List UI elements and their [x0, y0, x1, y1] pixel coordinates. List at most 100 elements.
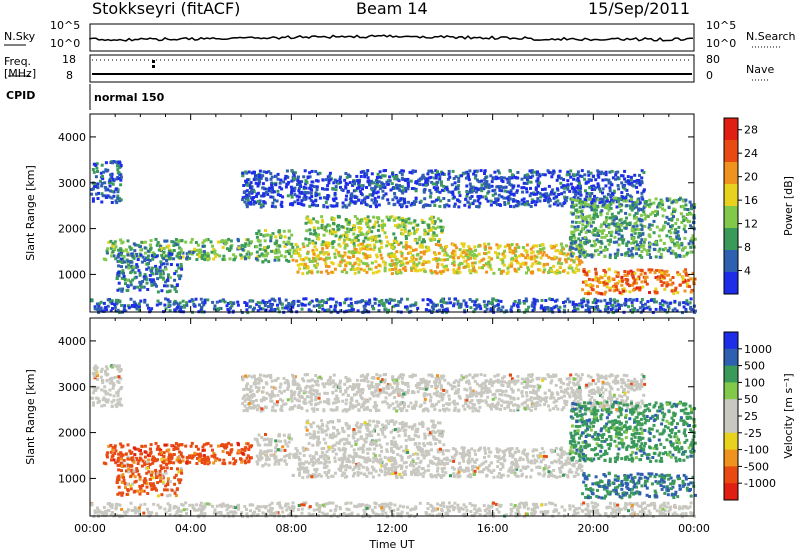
scatter-cell: [110, 175, 114, 179]
scatter-cell: [105, 249, 109, 253]
scatter-cell: [257, 254, 261, 258]
scatter-cell: [344, 264, 348, 268]
scatter-cell: [691, 277, 695, 281]
scatter-cell: [261, 186, 265, 190]
scatter-cell: [196, 253, 199, 256]
scatter-cell: [133, 243, 137, 247]
scatter-cell: [594, 277, 598, 281]
scatter-cell: [664, 247, 668, 250]
scatter-cell: [610, 192, 614, 196]
scatter-cell: [376, 190, 380, 194]
scatter-cell: [583, 236, 587, 239]
scatter-cell: [509, 169, 512, 173]
scatter-cell: [302, 203, 306, 207]
scatter-cell: [156, 290, 160, 294]
scatter-cell: [122, 478, 126, 482]
scatter-cell: [347, 173, 350, 177]
scatter-cell: [601, 231, 604, 235]
scatter-cell: [256, 309, 260, 313]
scatter-cell: [439, 180, 443, 184]
scatter-cell: [501, 259, 505, 263]
scatter-cell: [90, 192, 94, 196]
scatter-cell: [387, 308, 391, 312]
scatter-cell: [631, 274, 635, 278]
scatter-cell: [440, 229, 444, 233]
scatter-cell: [405, 205, 409, 209]
scatter-cell: [628, 204, 632, 208]
scatter-cell: [246, 183, 249, 187]
scatter-cell: [403, 229, 407, 233]
scatter-cell: [281, 195, 285, 199]
scatter-cell: [465, 265, 469, 268]
scatter-cell: [541, 253, 545, 257]
scatter-cell: [306, 217, 310, 221]
scatter-cell: [335, 179, 339, 183]
scatter-cell: [316, 226, 320, 230]
scatter-cell: [338, 301, 342, 305]
scatter-cell: [645, 282, 649, 286]
scatter-cell: [411, 201, 414, 205]
scatter-cell: [548, 269, 551, 273]
scatter-cell: [161, 276, 165, 280]
scatter-cell: [451, 193, 455, 197]
scatter-cell: [444, 251, 448, 255]
scatter-cell: [621, 195, 625, 199]
scatter-cell: [492, 176, 496, 180]
scatter-cell: [577, 191, 581, 195]
scatter-cell: [681, 248, 685, 252]
scatter-cell: [125, 469, 128, 473]
scatter-cell: [142, 285, 146, 289]
scatter-cell: [607, 178, 611, 182]
scatter-cell: [206, 442, 210, 445]
scatter-cell: [447, 169, 451, 173]
scatter-cell: [577, 179, 581, 183]
scatter-cell: [179, 274, 183, 278]
scatter-cell: [236, 303, 240, 307]
scatter-cell: [312, 226, 316, 230]
scatter-cell: [146, 262, 149, 266]
scatter-cell: [270, 186, 274, 190]
scatter-cell: [257, 202, 261, 205]
scatter-cell: [435, 259, 439, 263]
scatter-cell: [594, 242, 597, 246]
scatter-cell: [579, 241, 583, 245]
scatter-cell: [628, 213, 632, 217]
scatter-cell: [333, 192, 337, 195]
scatter-cell: [552, 245, 556, 249]
scatter-cell: [594, 305, 598, 309]
scatter-cell: [457, 190, 461, 194]
scatter-cell: [241, 174, 245, 178]
scatter-cell: [441, 248, 445, 252]
scatter-cell: [348, 201, 352, 205]
scatter-cell: [159, 275, 162, 279]
scatter-cell: [499, 308, 503, 312]
scatter-cell: [119, 248, 123, 252]
scatter-cell: [181, 251, 185, 255]
scatter-cell: [169, 263, 173, 266]
scatter-cell: [366, 176, 370, 180]
scatter-cell: [632, 281, 636, 285]
scatter-cell: [143, 259, 147, 263]
scatter-cell: [342, 259, 346, 263]
scatter-cell: [163, 488, 166, 492]
scatter-cell: [289, 185, 293, 189]
scatter-cell: [465, 184, 469, 188]
scatter-cell: [468, 202, 472, 206]
scatter-cell: [578, 232, 581, 236]
scatter-cell: [324, 244, 328, 247]
scatter-cell: [459, 302, 463, 306]
scatter-cell: [643, 217, 647, 221]
scatter-cell: [333, 193, 337, 197]
scatter-cell: [445, 203, 449, 207]
scatter-cell: [263, 246, 267, 250]
scatter-cell: [387, 252, 391, 256]
scatter-cell: [606, 305, 610, 309]
scatter-cell: [487, 242, 491, 246]
scatter-cell: [117, 281, 121, 285]
scatter-cell: [613, 300, 617, 304]
scatter-cell: [99, 300, 103, 304]
scatter-cell: [620, 235, 624, 239]
scatter-cell: [681, 311, 684, 315]
scatter-cell: [565, 196, 569, 200]
